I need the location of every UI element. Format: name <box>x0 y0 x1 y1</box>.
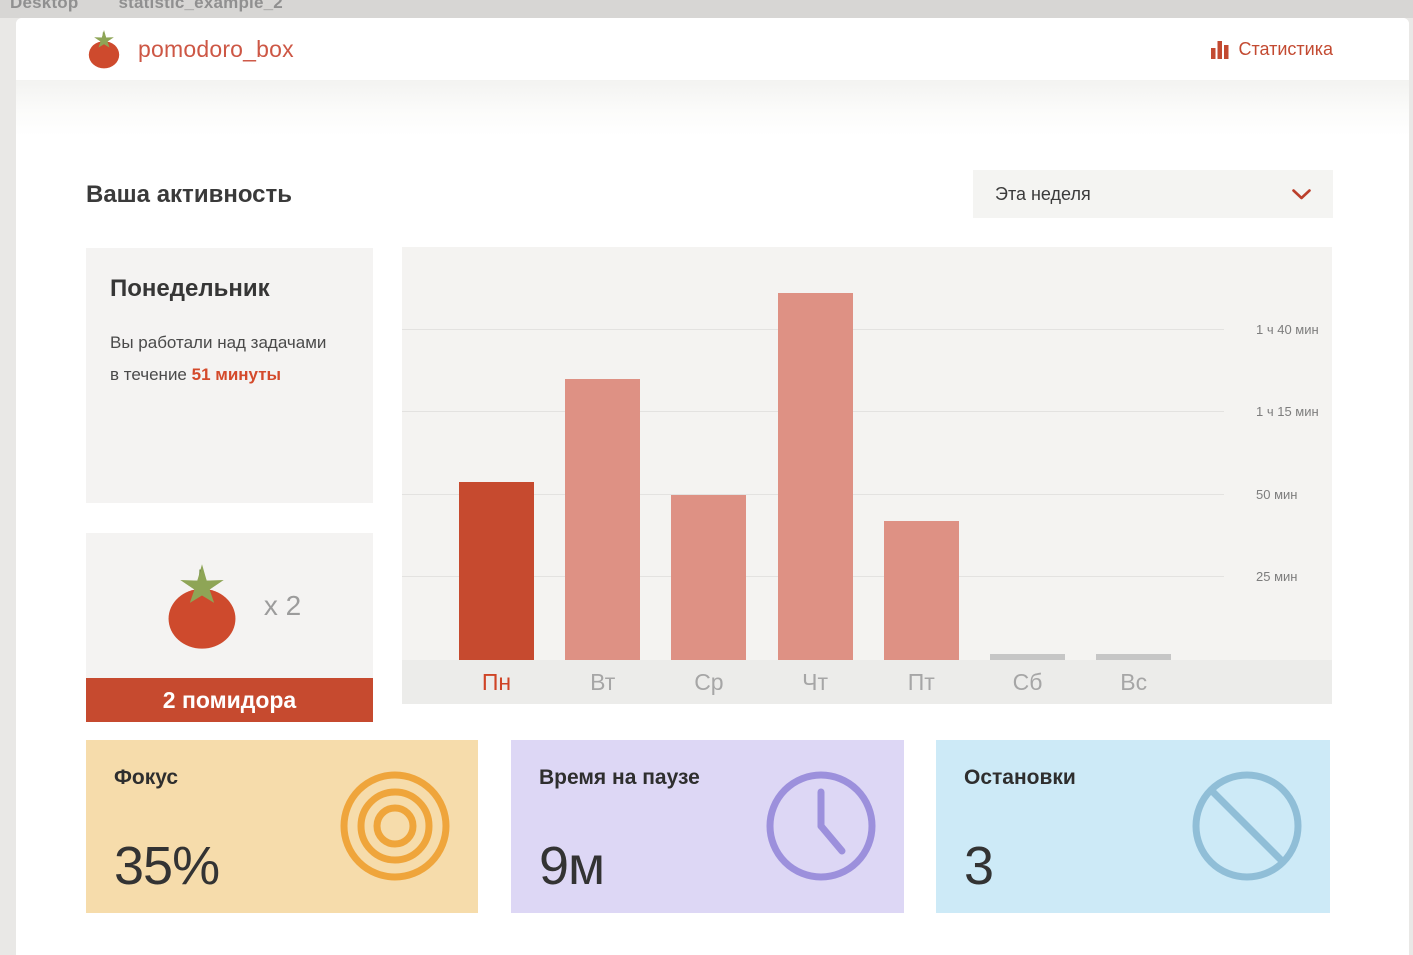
chart-day-label-Вт[interactable]: Вт <box>590 669 616 695</box>
pomodoro-multiplier: x 2 <box>263 589 302 621</box>
chart-bar-Ср[interactable] <box>671 494 747 660</box>
period-dropdown-value: Эта неделя <box>995 183 1091 204</box>
page-title: Ваша активность <box>86 181 293 208</box>
chart-bar-Пт[interactable] <box>883 521 959 660</box>
pomodoro-count-label: 2 помидора <box>86 678 373 722</box>
chart-day-label-Сб[interactable]: Сб <box>1012 669 1043 695</box>
statistics-nav-label: Статистика <box>1238 38 1333 59</box>
chart-day-label-Чт[interactable]: Чт <box>802 669 829 695</box>
selected-day-line1: Вы работали над задачами <box>110 333 327 352</box>
pause-card-value: 9м <box>539 836 605 896</box>
chart-bar-Пн[interactable] <box>459 481 534 660</box>
chart-bar-Вт[interactable] <box>565 379 641 660</box>
selected-day-summary-card: Понедельник Вы работали над задачами в т… <box>86 248 373 503</box>
chart-bar-Вс[interactable] <box>1096 654 1172 660</box>
chart-bar-Сб[interactable] <box>990 654 1065 660</box>
window-title-desktop: Desktop <box>10 0 79 12</box>
chart-day-label-Пт[interactable]: Пт <box>907 669 935 695</box>
target-icon <box>340 771 450 881</box>
stops-stat-card: Остановки 3 <box>936 740 1330 913</box>
stop-icon <box>1192 771 1302 881</box>
chart-ytick-label: 1 ч 40 мин <box>1256 321 1319 337</box>
period-dropdown[interactable]: Эта неделя <box>973 170 1333 218</box>
selected-day-title: Понедельник <box>110 275 270 302</box>
clock-icon <box>766 771 876 881</box>
app-brand: pomodoro_box <box>84 26 294 72</box>
chart-day-label-Пн[interactable]: Пн <box>481 669 512 695</box>
focus-card-title: Фокус <box>114 766 179 789</box>
pause-time-stat-card: Время на паузе 9м <box>511 740 904 913</box>
pause-card-title: Время на паузе <box>539 766 700 789</box>
window-title-bar: Desktop statistic_example_2 <box>0 0 1413 18</box>
chart-ytick-label: 50 мин <box>1256 486 1298 502</box>
window-title: Desktop statistic_example_2 <box>10 0 283 13</box>
selected-day-text: Вы работали над задачами в течение 51 ми… <box>110 327 349 391</box>
chart-bar-Чт[interactable] <box>777 293 853 660</box>
app-header: pomodoro_box Статистика <box>16 18 1409 80</box>
app-window: pomodoro_box Статистика Ваша активность … <box>16 18 1409 955</box>
app-name: pomodoro_box <box>138 35 294 62</box>
chart-day-label-Ср[interactable]: Ср <box>694 669 724 695</box>
stops-card-title: Остановки <box>964 766 1076 789</box>
focus-stat-card: Фокус 35% <box>86 740 478 913</box>
selected-day-line2: в течение <box>110 365 192 384</box>
chart-plot-area: 25 мин 50 мин 1 ч 15 мин 1 ч 40 мин <box>402 247 1332 660</box>
statistics-nav-link[interactable]: Статистика <box>1211 39 1333 60</box>
stops-card-value: 3 <box>964 836 994 896</box>
header-shadow <box>16 80 1409 136</box>
bar-chart-icon <box>1211 41 1229 59</box>
pomodoro-count-card: x 2 2 помидора <box>86 533 373 722</box>
pomodoro-count-body: x 2 <box>86 533 373 678</box>
chart-ytick-label: 25 мин <box>1256 569 1298 585</box>
chart-category-axis: Пн Вт Ср Чт Пт Сб Вс <box>402 660 1332 704</box>
chart-ytick-label: 1 ч 15 мин <box>1256 404 1319 420</box>
chevron-down-icon <box>1292 188 1311 199</box>
tomato-logo-icon <box>88 30 120 69</box>
tomato-icon <box>168 563 236 649</box>
weekly-activity-chart: 25 мин 50 мин 1 ч 15 мин 1 ч 40 мин Пн Вт Ср Ч… <box>402 247 1332 704</box>
focus-card-value: 35% <box>114 836 220 896</box>
window-title-filename: statistic_example_2 <box>118 0 283 12</box>
chart-day-label-Вс[interactable]: Вс <box>1120 669 1148 695</box>
worked-minutes-value: 51 минуты <box>191 365 282 384</box>
